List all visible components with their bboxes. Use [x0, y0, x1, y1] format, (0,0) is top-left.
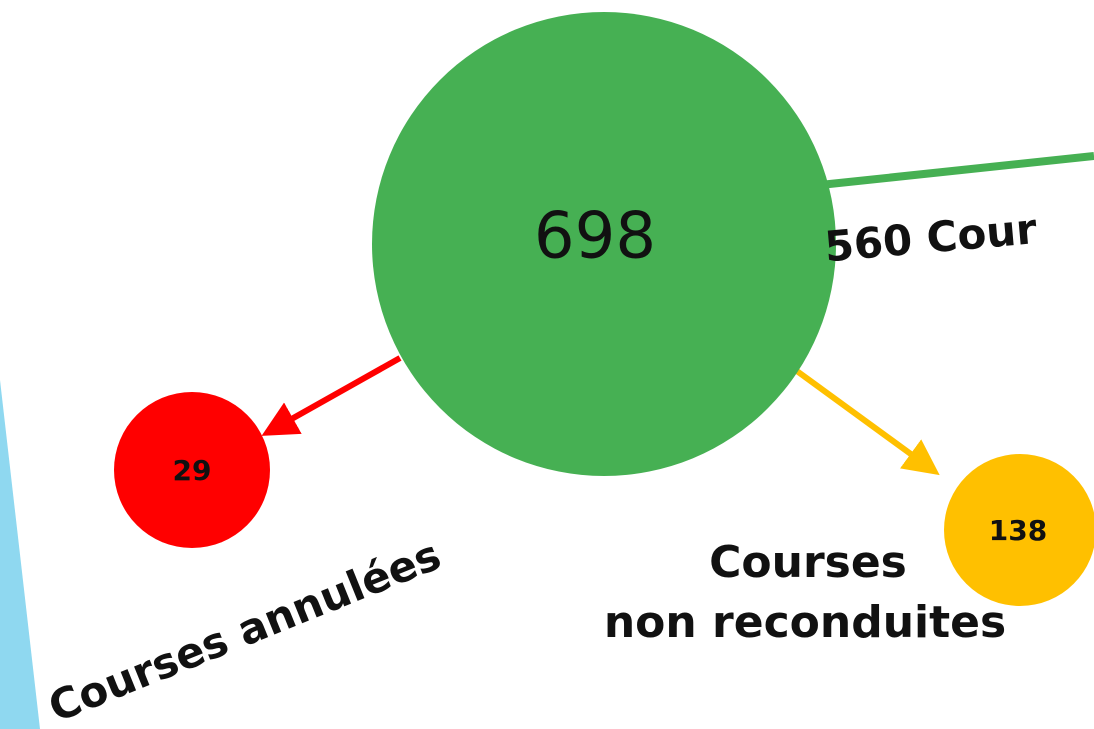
node-total: [372, 12, 836, 476]
node-label: 29: [173, 454, 212, 487]
edge-label: Courses: [709, 537, 907, 588]
edge-label: 560 Cour: [823, 204, 1039, 271]
edge-reconduites: [819, 152, 1094, 189]
edge-non-reconduites: [788, 363, 940, 476]
node-label: 138: [989, 514, 1047, 547]
edge-label: non reconduites: [604, 597, 1006, 648]
node-non-reconduites: [944, 454, 1094, 606]
node-label: 698: [534, 200, 656, 274]
edge-annulees: [261, 355, 402, 436]
node-annulees: [114, 392, 270, 548]
side-band: [0, 380, 40, 729]
edge-label: Courses annulées: [42, 530, 448, 729]
